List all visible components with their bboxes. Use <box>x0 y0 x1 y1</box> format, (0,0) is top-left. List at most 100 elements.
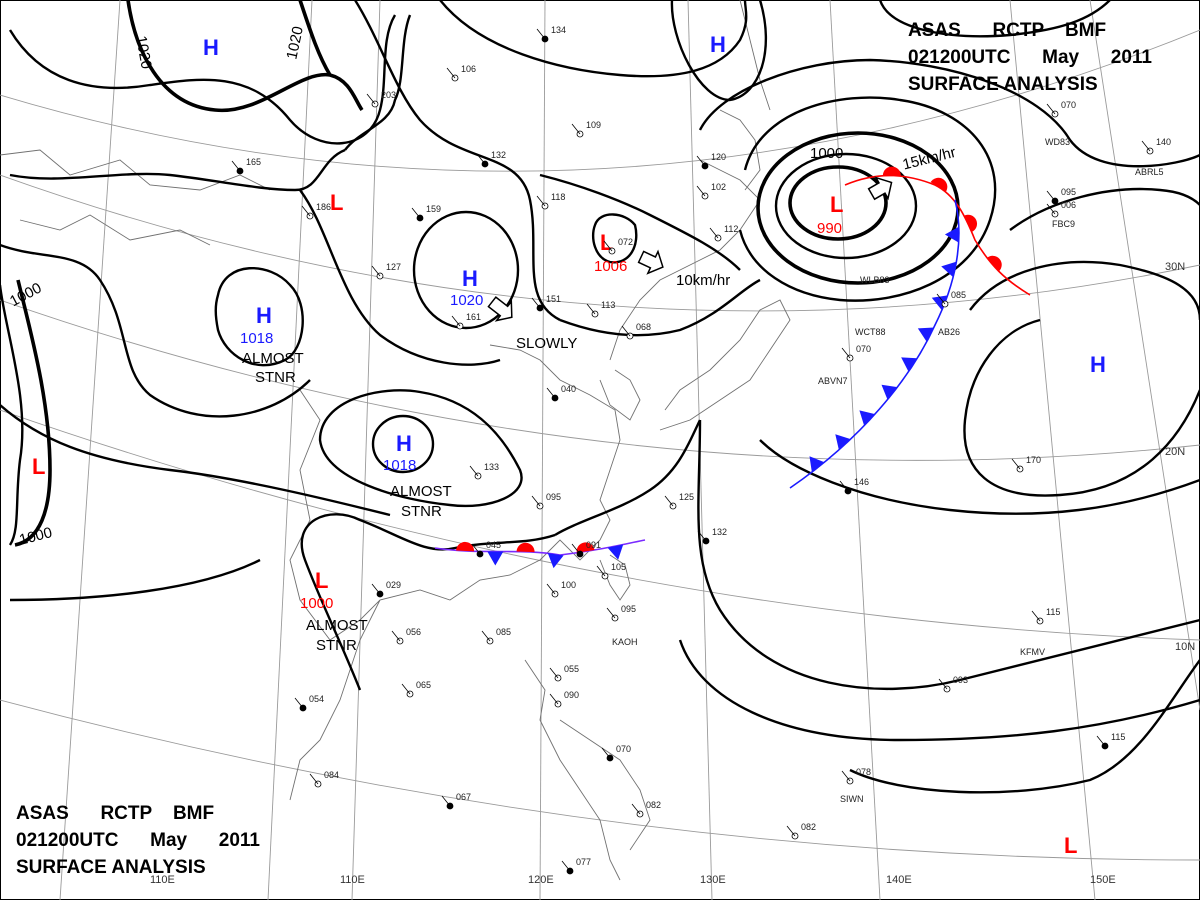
wind-barb-icon <box>471 543 481 555</box>
warm-front-semicircle-icon <box>456 541 475 552</box>
wind-barb-icon <box>294 697 304 709</box>
coastlines <box>0 0 791 881</box>
wind-barb-icon <box>603 240 613 252</box>
wind-barb-icon <box>1011 458 1021 470</box>
station-pressure: 170 <box>1026 455 1041 465</box>
cold-front-triangle-icon <box>941 261 957 278</box>
warm-front-semicircle-icon <box>930 177 948 192</box>
longitude-label: 130E <box>700 874 726 886</box>
wind-barb-icon <box>531 297 541 309</box>
wind-barb-icon <box>561 860 571 872</box>
station-pressure: 068 <box>636 322 651 332</box>
wind-barb-icon <box>839 480 849 492</box>
low-pressure-value: 1000 <box>300 595 333 612</box>
station-pressure: 085 <box>496 627 511 637</box>
station-pressure: 159 <box>426 204 441 214</box>
header-subtitle: SURFACE ANALYSIS <box>908 74 1098 95</box>
high-center-symbol: H <box>462 266 478 291</box>
station-pressure: 102 <box>711 182 726 192</box>
station-pressure: 040 <box>561 384 576 394</box>
wind-barb-icon <box>481 630 491 642</box>
wind-barb-icon <box>709 227 719 239</box>
wind-barb-icon <box>697 530 707 542</box>
isobars <box>0 0 1200 794</box>
station-pressure: 056 <box>406 627 421 637</box>
latitude-label: 20N <box>1165 446 1185 458</box>
wind-barb-icon <box>536 28 546 40</box>
cold-front-triangle-icon <box>487 551 504 566</box>
warm-front-semicircle-icon <box>882 166 901 176</box>
station-pressure: 132 <box>712 527 727 537</box>
station-pressure: 070 <box>616 744 631 754</box>
wind-barb-icon <box>446 67 456 79</box>
header-title: ASAS RCTP BMF <box>908 20 1106 41</box>
low-pressure-value: 1006 <box>594 258 627 275</box>
motion-speed: SLOWLY <box>516 335 577 352</box>
cold-front-triangle-icon <box>881 384 898 400</box>
motion-arrows <box>487 176 893 322</box>
wind-barb-icon <box>938 678 948 690</box>
motion-note: STNR <box>255 369 296 386</box>
station-pressure: 151 <box>546 294 561 304</box>
station-pressure: 113 <box>601 300 615 310</box>
arrow-10kmhr-icon <box>637 249 664 275</box>
station-pressure: 095 <box>621 604 636 614</box>
wind-barb-icon <box>571 543 581 555</box>
station-pressure: 146 <box>854 477 869 487</box>
wind-barb-icon <box>401 683 411 695</box>
arrow-15kmhr-icon <box>867 176 893 201</box>
cold-front-triangle-icon <box>547 553 564 569</box>
wind-barb-icon <box>606 607 616 619</box>
ship-station-id: FBC9 <box>1052 219 1075 229</box>
wind-barb-icon <box>664 495 674 507</box>
station-pressure: 067 <box>456 792 471 802</box>
motion-speed: 10km/hr <box>676 272 730 289</box>
cold-front-triangle-icon <box>931 295 948 311</box>
station-pressure: 203 <box>381 90 396 100</box>
wind-barb-icon <box>601 747 611 759</box>
wind-barb-icon <box>391 630 401 642</box>
wind-barb-icon <box>366 93 376 105</box>
ship-station-id: ABRL5 <box>1135 167 1164 177</box>
station-pressure: 115 <box>1111 732 1125 742</box>
station-pressure: 084 <box>324 770 339 780</box>
station-pressure: 095 <box>1061 187 1076 197</box>
wind-barb-icon <box>546 583 556 595</box>
station-pressure: 091 <box>586 540 601 550</box>
isobar-label: 1000 <box>810 145 843 162</box>
ship-station-id: ABVN7 <box>818 376 848 386</box>
isobar-label: 1000 <box>17 524 53 549</box>
station-pressure: 127 <box>386 262 401 272</box>
station-pressure: 077 <box>576 857 591 867</box>
wind-barb-icon <box>1141 140 1151 152</box>
station-pressure: 085 <box>951 290 966 300</box>
wind-barb-icon <box>841 347 851 359</box>
low-pressure-value: 990 <box>817 220 842 237</box>
station-pressure: 093 <box>953 675 968 685</box>
wind-barb-icon <box>936 293 946 305</box>
wind-barb-icon <box>1096 735 1106 747</box>
cold-front-triangle-icon <box>859 410 876 426</box>
cold-front-triangle-icon <box>607 544 624 560</box>
cold-front-triangle-icon <box>835 434 851 450</box>
ship-station-id: WCT88 <box>855 327 886 337</box>
station-pressure: 100 <box>561 580 576 590</box>
station-pressure: 120 <box>711 152 726 162</box>
station-pressure: 072 <box>618 237 633 247</box>
low-center-symbol: L <box>330 190 343 215</box>
header-top: ASAS RCTP BMF 021200UTC May 2011 SURFACE… <box>908 20 1152 95</box>
wind-barb-icon <box>549 667 559 679</box>
station-pressure: 082 <box>646 800 661 810</box>
high-pressure-value: 1018 <box>383 457 416 474</box>
ship-station-id: KFMV <box>1020 647 1045 657</box>
station-pressure: 186 <box>316 202 331 212</box>
motion-note: ALMOST <box>390 483 452 500</box>
longitude-label: 150E <box>1090 874 1116 886</box>
station-pressure: 090 <box>564 690 579 700</box>
station-pressure: 106 <box>461 64 476 74</box>
station-pressure: 082 <box>801 822 816 832</box>
wind-barb-icon <box>596 565 606 577</box>
high-center-symbol: H <box>396 431 412 456</box>
wind-barb-icon <box>451 315 461 327</box>
